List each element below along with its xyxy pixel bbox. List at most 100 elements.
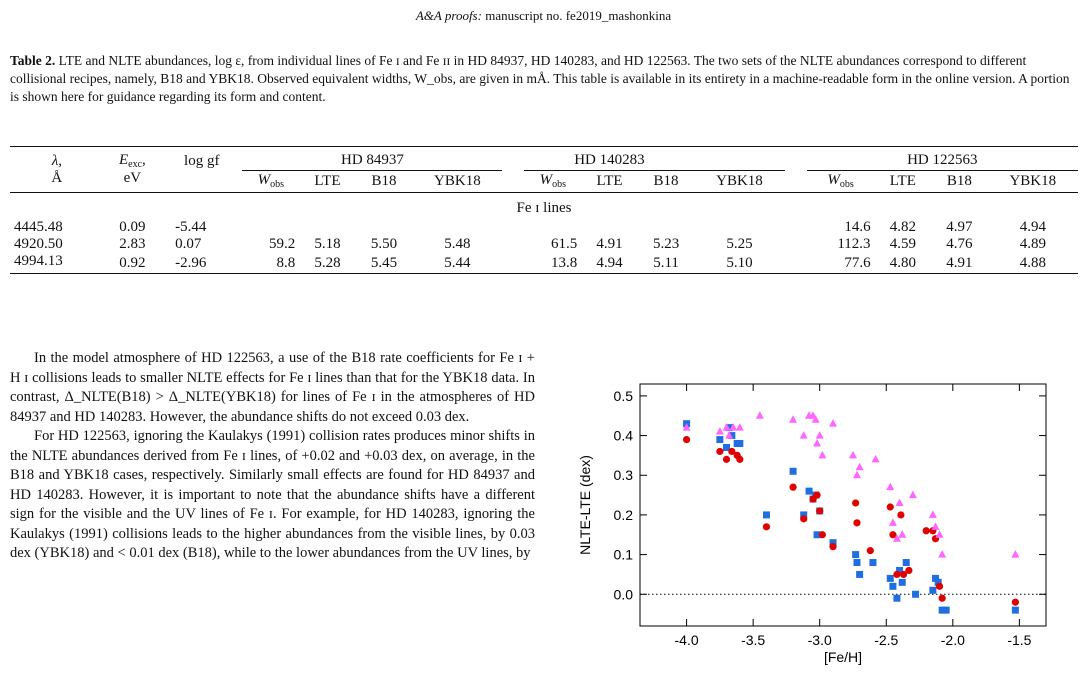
y-tick-label: 0.0 [614,586,634,602]
sub-wobs: Wobs [539,172,567,191]
data-point-triangle [898,530,907,538]
data-point-circle [905,566,913,575]
sub-lte: LTE [889,172,916,189]
paragraph: In the model atmosphere of HD 122563, a … [10,350,535,425]
y-axis-label: NLTE-LTE (dex) [577,455,593,555]
data-point-square [716,436,724,444]
data-point-square [789,467,797,475]
data-point-triangle [818,450,827,459]
sub-ybk18: YBK18 [434,172,481,189]
y-tick-label: 0.3 [614,467,634,483]
x-axis-label: [Fe/H] [824,649,862,665]
data-point-square [1011,606,1019,614]
star-header-1: HD 84937 [242,146,503,171]
sub-b18: B18 [653,172,679,189]
data-point-circle [938,594,946,602]
data-point-circle [728,447,736,456]
data-point-circle [893,570,901,579]
data-point-triangle [908,490,917,499]
data-point-square [893,594,901,602]
data-point-triangle [888,518,897,526]
data-point-square [728,432,736,440]
sub-wobs: Wobs [257,172,284,191]
data-point-square [852,551,860,559]
caption-text: LTE and NLTE abundances, log ε, from ind… [10,53,1070,104]
data-point-square [800,511,808,519]
data-point-circle [899,570,908,579]
data-point-square [853,559,861,567]
data-point-circle [853,519,861,527]
data-point-circle [886,503,894,511]
figure: -4.0 -3.5 -3.0 -2.5 -2.0 -1.5 0.0 0.1 0.2 0.3 0.4 0… [566,372,1056,677]
data-point-triangle [811,415,820,423]
scatter-chart: -4.0 -3.5 -3.0 -2.5 -2.0 -1.5 0.0 0.1 0.2 0.3 0.4 0… [577,383,1047,665]
data-point-triangle [829,419,838,427]
data-point-square [942,606,950,614]
x-tick-label: -3.5 [741,632,765,648]
x-tick-label: -1.5 [1007,632,1031,648]
col-loggf: log gf [184,152,220,169]
data-point-square [829,539,837,547]
body-text: In the model atmosphere of HD 122563, a … [10,349,535,564]
data-point-triangle [928,510,937,518]
data-point-square [736,440,744,448]
data-point-triangle [682,423,691,431]
data-point-square [932,574,940,582]
col-eexc-unit: eV [123,170,142,186]
plot-frame [639,383,1047,627]
data-point-square [725,424,733,432]
table-row: 4994.13 0.92 -2.96 8.8 5.28 5.45 5.44 13.8 4.9… [10,253,1078,274]
data-point-circle [1011,598,1019,606]
sub-ybk18: YBK18 [1009,172,1057,189]
y-tick-label: 0.4 [614,428,634,444]
data-point-square [934,578,942,586]
data-point-circle [829,543,837,551]
sub-lte: LTE [314,172,341,189]
data-point-square [898,578,906,586]
data-point-square [896,566,904,574]
data-point-square [938,606,946,614]
data-point-square [902,559,910,567]
data-point-circle [736,455,744,463]
data-point-square [869,559,877,567]
data-point-square [723,443,731,451]
sub-wobs: Wobs [827,172,854,191]
data-point-square [762,511,770,519]
data-point-square [886,574,894,582]
y-tick-label: 0.1 [614,547,634,563]
data-point-triangle [735,423,744,431]
data-point-triangle [1011,550,1020,558]
data-point-circle [762,523,771,531]
table-label: Table 2. [10,53,56,68]
data-point-circle [818,531,826,539]
data-point-square [929,586,937,594]
sub-b18: B18 [946,172,972,189]
col-lambda: λ, [51,152,62,169]
sub-lte: LTE [596,172,623,189]
data-point-triangle [799,431,808,439]
data-point-triangle [931,522,940,530]
star-header-2: HD 140283 [524,146,695,171]
data-point-square [805,487,813,495]
data-point-circle [800,515,808,523]
data-point-triangle [725,431,734,439]
data-point-triangle [852,470,861,479]
data-point-circle [716,447,724,456]
sub-ybk18: YBK18 [716,172,763,189]
col-lambda-unit: Å [51,170,63,186]
sub-b18: B18 [371,172,397,189]
paragraph: For HD 122563, ignoring the Kaulakys (19… [10,428,535,561]
data-point-square [912,590,920,598]
data-point-triangle [855,462,864,471]
col-eexc: Eexc, [118,152,146,170]
data-point-triangle [848,450,857,459]
star-header-3: HD 122563 [806,146,1078,171]
data-point-triangle [722,423,731,431]
y-tick-label: 0.5 [614,388,634,404]
data-point-triangle [813,439,822,447]
table-caption: Table 2. LTE and NLTE abundances, log ε,… [10,52,1078,106]
data-point-circle [722,455,731,463]
abundance-table: λ, Eexc, log gf HD 84937 HD 140283 HD 12… [10,146,1078,274]
data-point-triangle [935,530,944,538]
data-point-circle [935,582,944,590]
